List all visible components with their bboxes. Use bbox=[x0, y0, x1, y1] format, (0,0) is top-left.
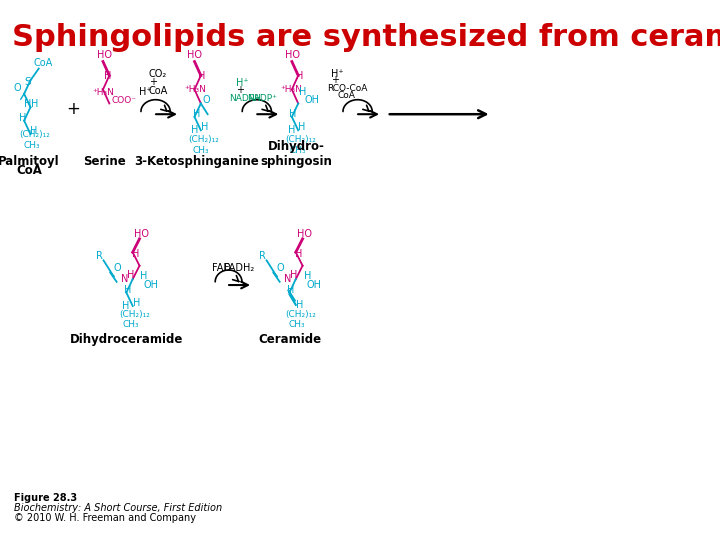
Text: FADH₂: FADH₂ bbox=[224, 263, 254, 273]
Text: CoA: CoA bbox=[34, 58, 53, 68]
Text: H: H bbox=[19, 113, 27, 123]
Text: HO: HO bbox=[187, 50, 202, 60]
Text: 3-Ketosphinganine: 3-Ketosphinganine bbox=[135, 155, 259, 168]
Text: CH₃: CH₃ bbox=[192, 146, 209, 155]
Text: ⁺H₃N: ⁺H₃N bbox=[281, 85, 302, 93]
Text: Palmitoyl: Palmitoyl bbox=[0, 155, 60, 168]
Text: S: S bbox=[24, 77, 31, 86]
Text: +: + bbox=[330, 75, 339, 85]
Text: (CH₂)₁₂: (CH₂)₁₂ bbox=[188, 135, 219, 144]
Text: R: R bbox=[96, 251, 103, 261]
Text: O: O bbox=[14, 83, 22, 92]
Text: R: R bbox=[259, 251, 266, 261]
Text: H: H bbox=[32, 99, 39, 109]
Text: H: H bbox=[104, 71, 112, 82]
Text: H: H bbox=[24, 99, 31, 109]
Text: (CH₂)₁₂: (CH₂)₁₂ bbox=[285, 310, 316, 319]
Text: OH: OH bbox=[304, 96, 319, 105]
Text: H: H bbox=[304, 271, 311, 281]
Text: CH₃: CH₃ bbox=[123, 320, 140, 329]
Text: H: H bbox=[140, 271, 148, 281]
Text: NADPH: NADPH bbox=[230, 94, 261, 103]
Text: O: O bbox=[113, 263, 121, 273]
Text: Biochemistry: A Short Course, First Edition: Biochemistry: A Short Course, First Edit… bbox=[14, 503, 222, 513]
Text: H: H bbox=[289, 109, 297, 119]
Text: Ceramide: Ceramide bbox=[258, 333, 321, 346]
Text: OH: OH bbox=[307, 280, 322, 290]
Text: CoA: CoA bbox=[337, 91, 355, 100]
Text: H: H bbox=[132, 248, 139, 259]
Text: H: H bbox=[30, 126, 38, 136]
Text: H⁺: H⁺ bbox=[330, 69, 343, 79]
Text: OH: OH bbox=[143, 280, 158, 290]
Text: H: H bbox=[300, 87, 307, 97]
Text: CH₃: CH₃ bbox=[289, 146, 306, 155]
Text: NADP⁺: NADP⁺ bbox=[247, 94, 277, 103]
Text: H: H bbox=[124, 285, 131, 294]
Text: Dihydroceramide: Dihydroceramide bbox=[70, 333, 183, 346]
Text: RCO-CoA: RCO-CoA bbox=[328, 84, 368, 93]
Text: Figure 28.3: Figure 28.3 bbox=[14, 494, 78, 503]
Text: Dihydro-
sphingosin: Dihydro- sphingosin bbox=[261, 140, 333, 168]
Text: CO₂: CO₂ bbox=[148, 69, 166, 79]
Text: (CH₂)₁₂: (CH₂)₁₂ bbox=[119, 310, 150, 319]
Text: H: H bbox=[122, 301, 130, 310]
Text: COO⁻: COO⁻ bbox=[112, 97, 137, 105]
Text: FAD: FAD bbox=[212, 263, 230, 273]
Text: H: H bbox=[298, 123, 305, 132]
Text: (CH₂)₁₂: (CH₂)₁₂ bbox=[19, 130, 50, 139]
Text: HO: HO bbox=[297, 229, 312, 239]
Text: HO: HO bbox=[284, 50, 300, 60]
Text: H: H bbox=[132, 298, 140, 308]
Text: © 2010 W. H. Freeman and Company: © 2010 W. H. Freeman and Company bbox=[14, 513, 197, 523]
Text: N: N bbox=[284, 274, 292, 284]
Text: H: H bbox=[201, 123, 208, 132]
Text: H: H bbox=[199, 71, 206, 82]
Text: HO: HO bbox=[134, 229, 148, 239]
Text: H: H bbox=[193, 109, 200, 119]
Text: Sphingolipids are synthesized from ceramide: Sphingolipids are synthesized from ceram… bbox=[12, 23, 720, 52]
Text: Serine: Serine bbox=[83, 155, 126, 168]
Text: O: O bbox=[203, 96, 210, 105]
Text: N: N bbox=[121, 274, 128, 284]
Text: CoA: CoA bbox=[16, 164, 42, 177]
Text: H: H bbox=[294, 248, 302, 259]
Text: H⁺: H⁺ bbox=[236, 78, 248, 88]
Text: +: + bbox=[236, 85, 244, 95]
Text: O: O bbox=[276, 263, 284, 273]
Text: H: H bbox=[289, 125, 296, 135]
Text: ⁺H₃N: ⁺H₃N bbox=[185, 85, 207, 93]
Text: +: + bbox=[66, 100, 80, 118]
Text: (CH₂)₁₂: (CH₂)₁₂ bbox=[286, 135, 316, 144]
Text: H: H bbox=[290, 270, 298, 280]
Text: CH₃: CH₃ bbox=[23, 140, 40, 150]
Text: +: + bbox=[149, 77, 157, 86]
Text: H: H bbox=[287, 285, 294, 294]
Text: CH₃: CH₃ bbox=[289, 320, 305, 329]
Text: H: H bbox=[296, 300, 303, 309]
Text: H: H bbox=[191, 125, 199, 135]
Text: H: H bbox=[296, 71, 303, 82]
Text: HO: HO bbox=[97, 50, 112, 60]
Text: CoA: CoA bbox=[148, 86, 168, 96]
Text: H: H bbox=[127, 270, 135, 280]
Text: H⁺: H⁺ bbox=[138, 87, 151, 97]
Text: ⁺H₃N: ⁺H₃N bbox=[92, 88, 114, 97]
